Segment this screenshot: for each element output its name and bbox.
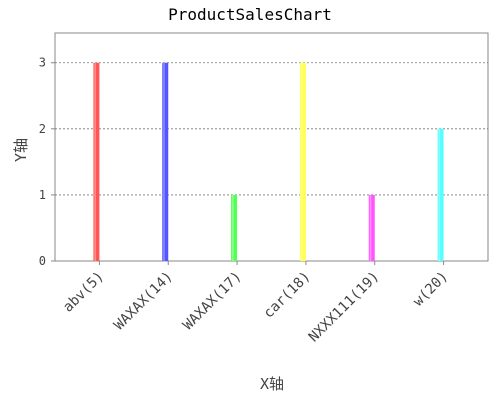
bar-highlight <box>94 62 96 261</box>
x-tick-label: WAXAX(17) <box>180 269 245 334</box>
bar-highlight <box>438 128 441 261</box>
gridlines <box>55 62 488 196</box>
x-tick-label: abv(5) <box>60 269 107 316</box>
y-tick-label: 3 <box>39 56 46 70</box>
x-axis: abv(5) WAXAX(14) WAXAX(17) car(18)NXXX111(1… <box>60 261 451 345</box>
x-tick-label: WAXAX(14) <box>111 269 176 334</box>
bar <box>299 62 306 261</box>
bar-highlight <box>369 194 372 261</box>
bar <box>162 62 169 261</box>
x-tick-label: NXXX111(19) <box>306 269 383 346</box>
chart-title: ProductSalesChart <box>168 5 332 24</box>
y-tick-label: 1 <box>39 188 46 202</box>
bar <box>231 194 238 261</box>
plot-area <box>54 32 489 262</box>
bar <box>93 62 100 261</box>
bar-highlight <box>163 62 165 261</box>
y-axis-title: Y轴 <box>12 138 30 162</box>
bar <box>437 128 444 261</box>
bar-highlight <box>232 194 234 261</box>
y-tick-label: 0 <box>39 254 46 268</box>
bar-highlight <box>300 62 303 261</box>
bar <box>368 194 375 261</box>
x-axis-title: X轴 <box>260 375 284 393</box>
x-tick-label: w(20) <box>410 269 451 310</box>
bars <box>93 62 444 261</box>
x-tick-label: car(18) <box>261 269 314 322</box>
y-axis: 0 1 2 3 <box>39 56 55 268</box>
y-tick-label: 2 <box>39 122 46 136</box>
